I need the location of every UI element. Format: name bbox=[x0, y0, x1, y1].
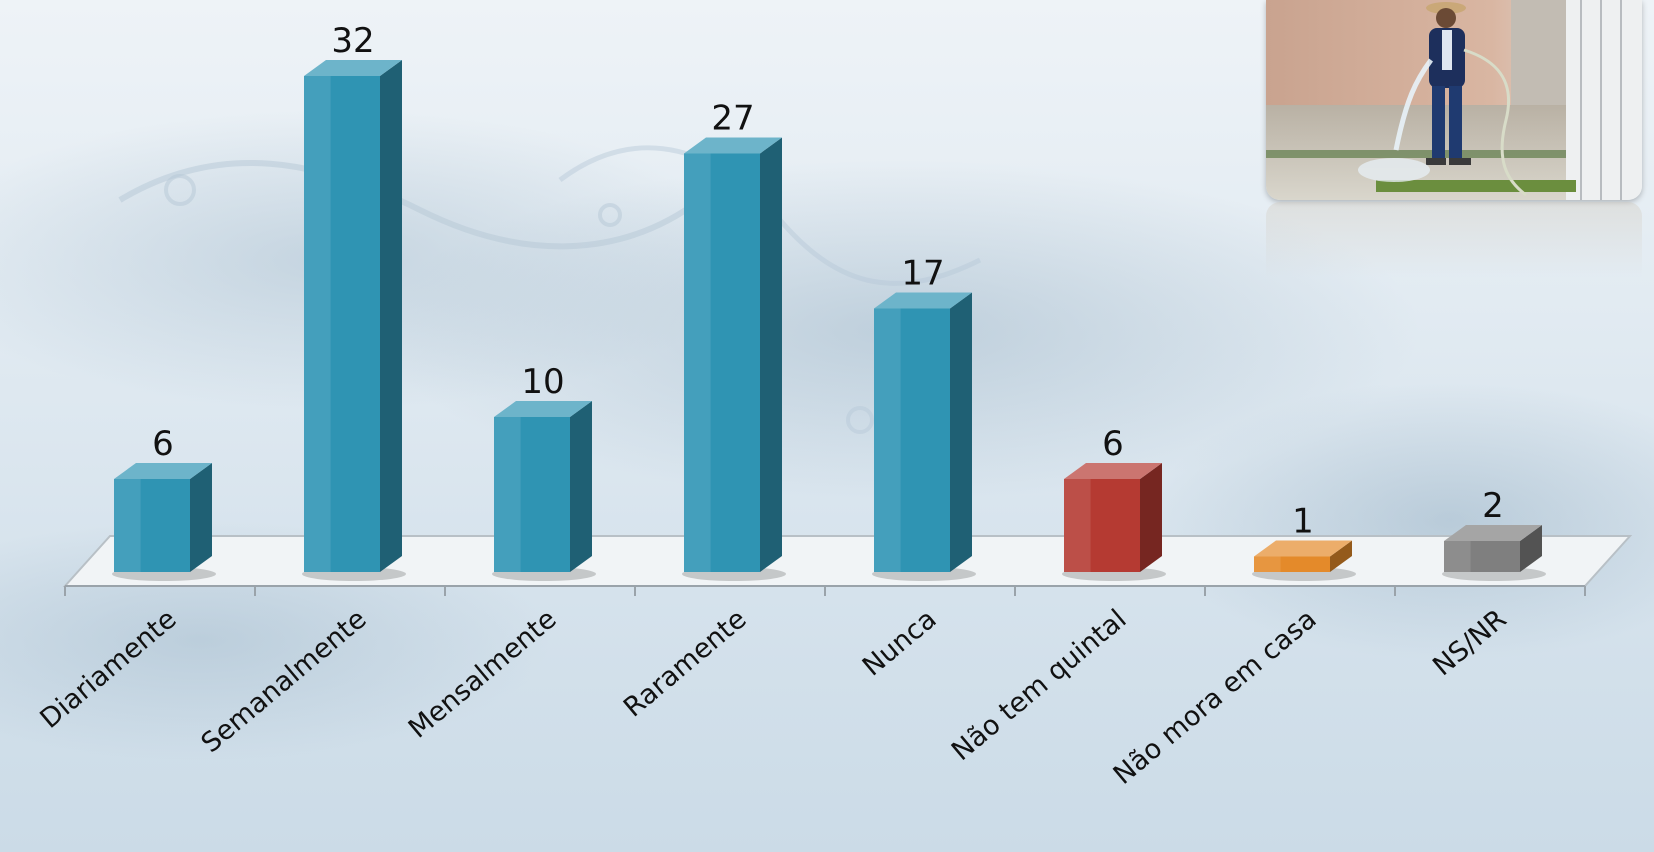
photo-reflection bbox=[1266, 202, 1642, 277]
bar-highlight bbox=[494, 417, 521, 572]
chart-floor bbox=[62, 535, 1633, 596]
bar-highlight bbox=[1444, 541, 1471, 572]
bar-n-o-tem-quintal bbox=[1062, 463, 1166, 581]
bar-nunca bbox=[872, 292, 976, 581]
bar-n-o-mora-em-casa bbox=[1252, 540, 1356, 581]
data-label: 17 bbox=[901, 254, 944, 294]
bar-side-face bbox=[1520, 525, 1542, 572]
bar-top-face bbox=[494, 401, 592, 417]
bar-highlight bbox=[1064, 479, 1091, 572]
bar-top-face bbox=[304, 60, 402, 76]
bar-side-face bbox=[1140, 463, 1162, 572]
bar-ns-nr bbox=[1442, 525, 1546, 581]
data-label: 6 bbox=[1102, 424, 1124, 464]
category-label: Semanalmente bbox=[196, 604, 373, 760]
category-label: Não tem quintal bbox=[946, 604, 1132, 768]
bar-side-face bbox=[1330, 540, 1352, 572]
bar-highlight bbox=[1254, 556, 1281, 572]
bar-top-face bbox=[874, 292, 972, 309]
bar-side-face bbox=[190, 463, 212, 572]
bar-side-face bbox=[760, 137, 782, 572]
data-label: 32 bbox=[331, 21, 374, 61]
bar-top-face bbox=[1064, 463, 1162, 479]
bar-highlight bbox=[684, 153, 711, 572]
category-labels-group: Diariamente Semanalmente Mensalmente Rarame… bbox=[34, 604, 1512, 791]
data-label: 10 bbox=[521, 362, 564, 402]
bar-highlight bbox=[874, 308, 901, 572]
data-label: 27 bbox=[711, 99, 754, 139]
category-label: NS/NR bbox=[1427, 604, 1512, 683]
bar-diariamente bbox=[112, 463, 216, 581]
data-labels-group: 6 32 10 27 17 6 1 2 bbox=[152, 21, 1504, 542]
category-label: Mensalmente bbox=[403, 604, 563, 745]
chart-floor-plane bbox=[62, 535, 1633, 587]
data-label: 6 bbox=[152, 424, 174, 464]
data-label: 1 bbox=[1292, 502, 1314, 542]
bars-group bbox=[112, 60, 1546, 581]
man-watering-yard-photo bbox=[1266, 0, 1642, 200]
category-label: Diariamente bbox=[34, 604, 182, 735]
bar-top-face bbox=[1254, 540, 1352, 557]
bar-side-face bbox=[570, 401, 592, 572]
bar-top-face bbox=[684, 137, 782, 154]
bar-semanalmente bbox=[302, 60, 406, 581]
category-label: Raramente bbox=[618, 604, 753, 724]
bar-mensalmente bbox=[492, 401, 596, 581]
bar-highlight bbox=[114, 479, 141, 572]
bar-top-face bbox=[114, 463, 212, 479]
category-label: Não mora em casa bbox=[1108, 604, 1323, 791]
bar-top-face bbox=[1444, 525, 1542, 541]
bar-highlight bbox=[304, 76, 331, 572]
bar-side-face bbox=[950, 292, 972, 572]
bar-side-face bbox=[380, 60, 402, 572]
category-label: Nunca bbox=[857, 604, 943, 683]
bar-raramente bbox=[682, 137, 786, 581]
data-label: 2 bbox=[1482, 486, 1504, 526]
